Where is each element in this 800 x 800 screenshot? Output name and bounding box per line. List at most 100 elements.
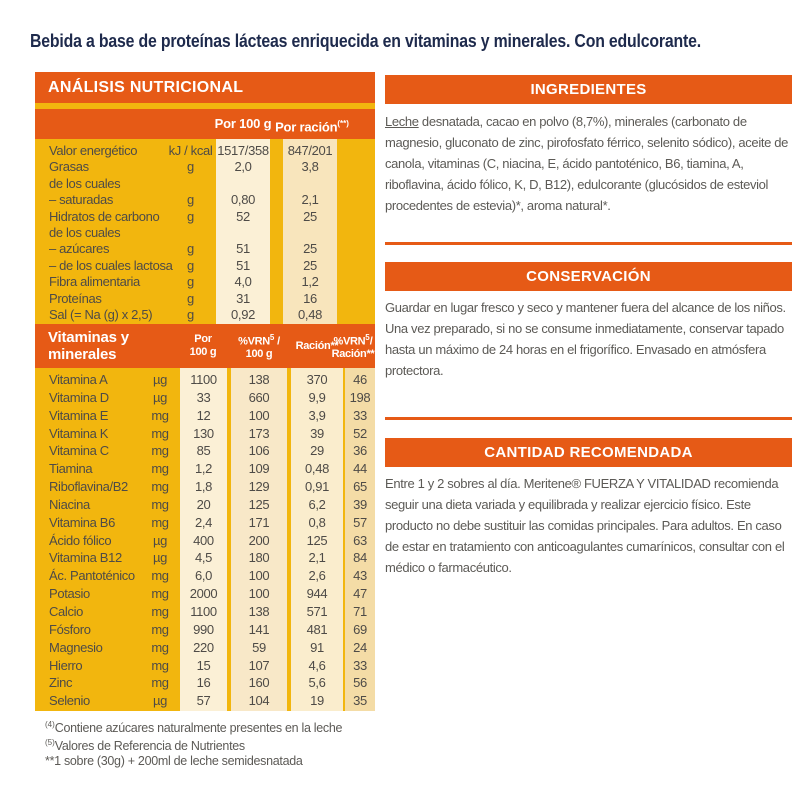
value-racion: 9,9 (308, 389, 326, 405)
racion-footnote-mark: (**) (337, 119, 349, 128)
nutrient-label: Valor energético (49, 143, 138, 158)
value-racion: 29 (310, 443, 324, 459)
value-vrn-racion: 33 (353, 407, 367, 423)
vitamin-unit: µg (152, 693, 168, 709)
nutrient-row: – azúcares g 51 25 (35, 241, 375, 257)
value-racion: 25 (303, 241, 317, 257)
value-vrn-per100: 100 (248, 568, 270, 584)
vitamin-unit: mg (151, 443, 169, 459)
value-racion: 25 (303, 257, 317, 273)
gap (270, 143, 283, 159)
value-racion: 370 (306, 372, 328, 387)
vitamin-rows: Vitamina A µg 1100 138 370 46 Vitamina D µg 3… (35, 371, 375, 710)
vitamin-label: Fósforo (49, 621, 91, 637)
vitamin-label: Vitamina D (49, 389, 109, 405)
nutrient-unit: g (187, 306, 194, 322)
value-vrn-racion: 52 (353, 425, 367, 441)
vitamin-unit: µg (152, 389, 168, 405)
column-stripe-vit-vrn100 (231, 368, 287, 711)
value-per100: 51 (236, 241, 250, 257)
macro-column-header-band: Por 100 g Por ración(**) (35, 109, 375, 139)
vitamin-unit: mg (151, 675, 169, 691)
gap (270, 274, 283, 290)
value-per100: 1,2 (194, 461, 213, 477)
vit-col-head-0: Por 100 g (189, 333, 217, 358)
value-vrn-per100: 660 (248, 389, 270, 405)
vitamin-row: Fósforo mg 990 141 481 69 (35, 621, 375, 639)
value-racion: 571 (306, 603, 328, 619)
column-stripe-vit-racion (291, 368, 343, 711)
vitamin-row: Vitamina C mg 85 106 29 36 (35, 442, 375, 460)
value-racion: 2,1 (308, 550, 326, 566)
value-racion: 6,2 (308, 496, 326, 512)
vitamin-label: Ác. Pantoténico (49, 568, 135, 584)
vitamin-unit: mg (151, 496, 169, 512)
value-vrn-per100: 160 (248, 675, 270, 691)
value-vrn-racion: 36 (353, 443, 367, 459)
vitamin-row: Zinc mg 16 160 5,6 56 (35, 674, 375, 692)
value-racion: 3,9 (308, 407, 326, 423)
value-racion: 16 (303, 290, 317, 306)
nutrition-table: Por 100 g Por ración(**) Valor energétic… (35, 103, 375, 711)
value-racion: 91 (310, 639, 324, 655)
ingredientes-header: INGREDIENTES (385, 75, 792, 104)
column-stripe-vit-per100 (180, 368, 227, 711)
value-racion: 481 (306, 621, 328, 637)
column-header-per100: Por 100 g (214, 116, 272, 131)
nutrient-subrow: de los cuales (35, 225, 375, 241)
vitamin-label: Selenio (49, 693, 90, 709)
value-per100: 990 (193, 621, 214, 637)
nutrient-row: Fibra alimentaria g 4,0 1,2 (35, 274, 375, 290)
nutrient-row: Grasas g 2,0 3,8 (35, 159, 375, 175)
nutrient-label: Hidratos de carbono (49, 208, 160, 224)
product-description-title: Bebida a base de proteínas lácteas enriq… (30, 31, 701, 51)
vitamin-unit: µg (152, 550, 168, 566)
value-per100: 1100 (190, 603, 217, 619)
value-vrn-per100: 138 (248, 603, 270, 619)
vitamin-label: Vitamina B12 (49, 550, 122, 566)
footnotes: (4)Contiene azúcares naturalmente presen… (45, 716, 465, 770)
value-vrn-racion: 33 (353, 657, 367, 673)
value-per100: 12 (196, 407, 211, 423)
value-racion: 5,6 (308, 675, 326, 691)
value-racion: 4,6 (308, 657, 326, 673)
vitamin-unit: mg (151, 425, 169, 441)
value-vrn-racion: 24 (353, 639, 367, 655)
conservacion-header: CONSERVACIÓN (385, 262, 792, 291)
value-vrn-per100: 109 (248, 461, 270, 477)
value-vrn-racion: 44 (353, 461, 367, 477)
nutrient-unit: g (187, 257, 194, 273)
vitamin-label: Tiamina (49, 461, 93, 477)
vitamin-row: Riboflavina/B2 mg 1,8 129 0,91 65 (35, 478, 375, 496)
footnote: (5)Valores de Referencia de Nutrientes (45, 738, 245, 754)
vitamin-unit: mg (151, 407, 169, 423)
vitamin-unit: µg (152, 532, 168, 548)
value-vrn-per100: 138 (248, 372, 270, 387)
value-vrn-per100: 141 (248, 621, 270, 637)
value-racion: 2,6 (308, 568, 326, 584)
vitamin-row: Vitamina A µg 1100 138 370 46 (35, 371, 375, 389)
value-vrn-racion: 57 (353, 514, 367, 530)
vitamin-label: Vitamina B6 (49, 514, 116, 530)
value-vrn-per100: 59 (252, 639, 266, 655)
nutrient-sublabel: de los cuales (49, 224, 121, 240)
value-per100: 31 (236, 290, 250, 306)
vitamin-unit: mg (151, 568, 169, 584)
macro-nutrient-rows: Valor energético kJ / kcal 1517/358 847/20… (35, 143, 375, 323)
value-racion: 2,1 (301, 192, 319, 208)
nutrient-label: – de los cuales lactosa (49, 257, 173, 273)
value-vrn-per100: 104 (248, 693, 270, 709)
cantidad-recomendada-header: CANTIDAD RECOMENDADA (385, 438, 792, 467)
value-vrn-racion: 84 (353, 550, 367, 566)
value-racion: 25 (303, 208, 317, 224)
value-per100: 1,8 (194, 479, 213, 495)
vitamin-label: Magnesio (49, 639, 103, 655)
vitamin-label: Niacina (49, 496, 90, 512)
vitamins-header-band: Vitaminas y minerales Por 100 g %VRN5 /10… (35, 324, 375, 368)
value-racion: 0,48 (298, 306, 322, 322)
vitamin-unit: mg (151, 657, 169, 673)
nutrition-panel: ANÁLISIS NUTRICIONAL Por 100 g Por ració… (35, 72, 375, 711)
value-per100: 16 (196, 675, 211, 691)
vit-col-head-2: Ración** (295, 339, 339, 352)
